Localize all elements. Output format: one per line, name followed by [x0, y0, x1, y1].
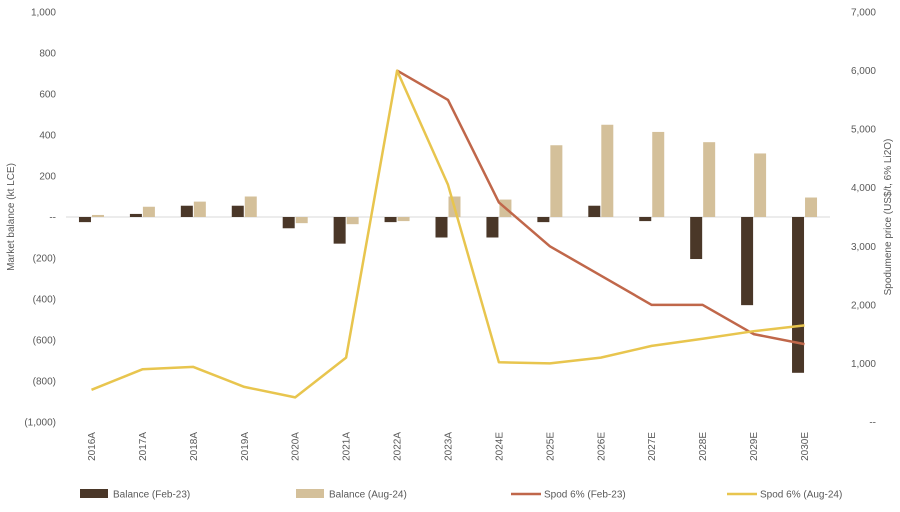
bar-balance-feb-23 — [231, 205, 244, 217]
line-spod-aug-24 — [91, 69, 805, 399]
bars — [78, 124, 818, 373]
y-tick-label: 200 — [39, 172, 56, 183]
x-tick-label: 2022A — [393, 432, 404, 461]
line-spod-feb-23 — [396, 69, 805, 346]
bar-balance-feb-23 — [180, 205, 193, 217]
legend-spod-aug-24: Spod 6% (Aug-24) — [760, 490, 842, 501]
y2-tick-label: 2,000 — [851, 300, 876, 311]
x-tick-label: 2030E — [800, 432, 811, 461]
bar-balance-aug-24 — [142, 206, 155, 217]
legend-balance-feb-23-swatch — [80, 489, 108, 498]
legend: Balance (Feb-23) Balance (Aug-24) Spod 6% … — [80, 489, 842, 501]
bar-balance-feb-23 — [384, 217, 397, 223]
x-tick-label: 2025E — [545, 432, 556, 461]
bar-balance-aug-24 — [397, 217, 410, 222]
bar-balance-feb-23 — [537, 217, 550, 223]
bar-balance-feb-23 — [588, 205, 601, 217]
x-tick-label: 2018A — [189, 432, 200, 461]
bar-balance-feb-23 — [78, 217, 91, 223]
legend-spod-feb-23: Spod 6% (Feb-23) — [544, 490, 626, 501]
bar-balance-feb-23 — [333, 217, 346, 244]
bar-balance-aug-24 — [703, 142, 716, 217]
bar-balance-feb-23 — [741, 217, 754, 306]
y-tick-label: -- — [49, 213, 56, 224]
bar-balance-feb-23 — [792, 217, 805, 373]
bar-balance-feb-23 — [639, 217, 652, 222]
y2-tick-label: 6,000 — [851, 66, 876, 77]
x-tick-label: 2023A — [444, 432, 455, 461]
y-tick-label: 1,000 — [31, 8, 56, 19]
x-tick-label: 2021A — [342, 432, 353, 461]
bar-balance-feb-23 — [435, 217, 448, 238]
y-axis-title: Market balance (kt LCE) — [6, 163, 17, 271]
bar-balance-aug-24 — [754, 153, 767, 217]
y-tick-label: (400) — [33, 295, 56, 306]
lines — [91, 69, 805, 399]
x-tick-label: 2016A — [87, 432, 98, 461]
x-axis: 2016A 2017A 2018A 2019A 2020A 2021A 2022A 2023A… — [87, 432, 811, 461]
bar-balance-aug-24 — [244, 196, 257, 217]
legend-balance-aug-24-swatch — [296, 489, 324, 498]
legend-balance-aug-24: Balance (Aug-24) — [329, 490, 407, 501]
x-tick-label: 2020A — [291, 432, 302, 461]
y-axis-right: -- 1,000 2,000 3,000 4,000 5,000 6,000 7,000 — [851, 8, 876, 429]
y2-tick-label: -- — [869, 418, 876, 429]
bar-balance-aug-24 — [652, 131, 665, 217]
x-tick-label: 2029E — [749, 432, 760, 461]
bar-balance-aug-24 — [346, 217, 359, 225]
bar-balance-aug-24 — [805, 197, 818, 217]
y-tick-label: (200) — [33, 254, 56, 265]
bar-balance-feb-23 — [282, 217, 295, 229]
y2-tick-label: 4,000 — [851, 183, 876, 194]
bar-balance-feb-23 — [690, 217, 703, 260]
bar-balance-aug-24 — [295, 217, 308, 224]
x-tick-label: 2028E — [698, 432, 709, 461]
y-tick-label: (600) — [33, 336, 56, 347]
bar-balance-aug-24 — [193, 201, 206, 217]
bar-balance-aug-24 — [91, 214, 104, 217]
x-tick-label: 2027E — [647, 432, 658, 461]
bar-balance-feb-23 — [486, 217, 499, 238]
legend-balance-feb-23: Balance (Feb-23) — [113, 490, 190, 501]
y2-tick-label: 1,000 — [851, 359, 876, 370]
x-tick-label: 2026E — [596, 432, 607, 461]
bar-balance-feb-23 — [129, 213, 142, 217]
y2-tick-label: 3,000 — [851, 242, 876, 253]
y2-tick-label: 7,000 — [851, 8, 876, 19]
x-tick-label: 2024E — [494, 432, 505, 461]
x-tick-label: 2019A — [240, 432, 251, 461]
y-tick-label: (1,000) — [24, 418, 56, 429]
y2-tick-label: 5,000 — [851, 125, 876, 136]
bar-balance-aug-24 — [601, 124, 614, 217]
y-tick-label: 600 — [39, 90, 56, 101]
x-tick-label: 2017A — [138, 432, 149, 461]
y2-axis-title: Spodumene price (US$/t, 6% Li2O) — [883, 139, 894, 296]
bar-balance-aug-24 — [550, 145, 563, 217]
y-tick-label: 400 — [39, 131, 56, 142]
y-axis-left: (1,000) (800) (600) (400) (200) -- 200 400 600 80… — [24, 8, 56, 429]
y-tick-label: (800) — [33, 377, 56, 388]
y-tick-label: 800 — [39, 49, 56, 60]
